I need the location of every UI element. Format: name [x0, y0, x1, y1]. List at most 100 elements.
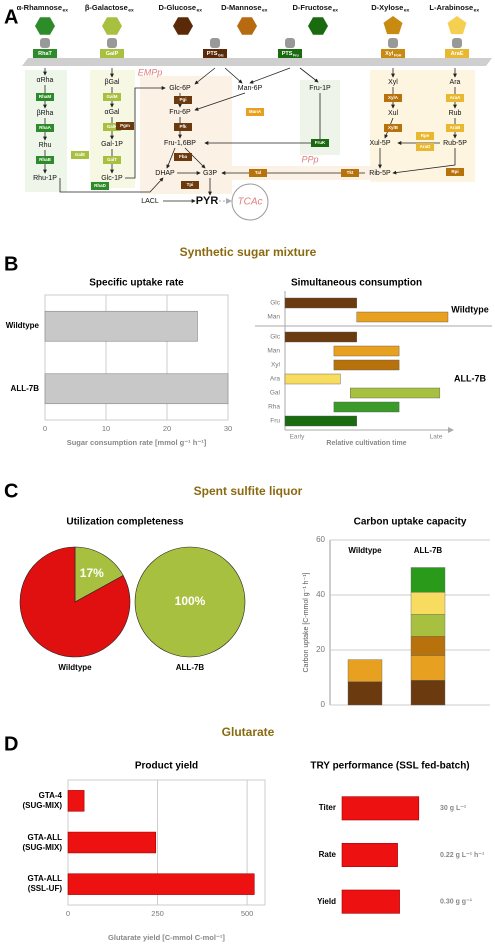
- x-tick-label: 250: [151, 909, 164, 918]
- metabolite: Fru-6P: [169, 109, 191, 116]
- x-axis-title: Relative cultivation time: [326, 440, 406, 447]
- enzyme-box: [416, 143, 434, 151]
- sugar-icon: [102, 17, 122, 35]
- enzyme-box: [446, 168, 464, 176]
- category-label: GTA-ALL (SSL-UF): [27, 874, 62, 894]
- bar-segment: [410, 680, 446, 706]
- enzyme: RhaA: [39, 125, 52, 130]
- arrow: [392, 148, 456, 175]
- enzyme-box: [116, 122, 134, 130]
- metabolite: βGal: [105, 79, 120, 86]
- arrow: [194, 67, 216, 85]
- x-axis-title: Glutarate yield [C-mmol C-mol⁻¹]: [108, 933, 225, 942]
- row-label: Rha: [268, 404, 280, 411]
- metabolite: Rhu-1P: [33, 175, 57, 182]
- bar: [341, 843, 398, 867]
- bar: [333, 359, 400, 371]
- bar: [284, 331, 357, 343]
- arrow: [59, 177, 164, 193]
- arrow: [166, 147, 176, 169]
- value-label: 100%: [175, 594, 206, 608]
- x-tick-label: 30: [224, 424, 232, 433]
- bar-segment: [410, 636, 446, 656]
- substrate-name-subscript: ex: [63, 8, 69, 13]
- chart-title: Carbon uptake capacity: [354, 517, 467, 528]
- section-title: Synthetic sugar mixture: [180, 245, 317, 259]
- bar-segment: [410, 614, 446, 637]
- metabolite: Xyl: [388, 79, 398, 86]
- row-label: Fru: [270, 418, 280, 425]
- transporter-label-subscript: Glc: [218, 53, 224, 57]
- pie-slice: [74, 546, 124, 603]
- transporter-label: PTS: [282, 51, 293, 57]
- bar: [284, 415, 357, 427]
- enzyme: Fba: [179, 154, 187, 159]
- panel-letter: C: [4, 480, 18, 502]
- arrow: [125, 86, 166, 179]
- enzyme-box: [103, 156, 121, 164]
- value-label: 0.30 g g⁻¹: [440, 899, 473, 906]
- row-label: Gal: [270, 390, 281, 397]
- membrane: [22, 58, 492, 66]
- enzyme: XylB: [388, 125, 399, 130]
- enzyme: GalT: [107, 157, 117, 162]
- pathway-label: PPp: [301, 154, 318, 164]
- y-tick-label: 40: [316, 590, 325, 599]
- transporter-cylinder: [107, 38, 117, 48]
- bar: [44, 310, 198, 342]
- x-tick-label: 20: [163, 424, 171, 433]
- enzyme-box: [91, 182, 109, 190]
- transporter-label: RhaT: [38, 51, 52, 57]
- y-tick-label: 20: [316, 645, 325, 654]
- metabolite: Ara: [450, 79, 461, 86]
- enzyme: RhaM: [39, 94, 52, 99]
- bar: [333, 345, 400, 357]
- enzyme-box: [36, 93, 54, 101]
- bar: [341, 889, 400, 914]
- enzyme-box: [174, 96, 192, 104]
- value-label: 30 g L⁻¹: [440, 805, 467, 812]
- transporter-cylinder: [285, 38, 295, 48]
- section-title: Spent sulfite liquor: [194, 484, 303, 498]
- metabolite: Fru-1P: [309, 85, 331, 92]
- enzyme-box: [446, 94, 464, 102]
- arrow: [299, 67, 319, 83]
- transporter-cylinder: [40, 38, 50, 48]
- sugar-icon: [237, 17, 257, 35]
- substrate-name-subscript: ex: [474, 8, 480, 13]
- category-label: Titer: [318, 803, 336, 813]
- metabolite: Rub: [449, 110, 462, 117]
- chart-title: Simultaneous consumption: [291, 278, 422, 289]
- bar-segment: [410, 567, 446, 593]
- substrate-name: D-Fructose: [293, 3, 333, 12]
- transporter: [445, 49, 469, 58]
- substrate-name-subscript: ex: [128, 8, 134, 13]
- x-tick-label: 0: [66, 909, 70, 918]
- enzyme-box: [384, 124, 402, 132]
- enzyme: FruK: [315, 140, 326, 145]
- enzyme-box: [71, 151, 89, 159]
- enzyme: Pgm: [120, 123, 130, 128]
- axis-end-label: Early: [290, 434, 306, 441]
- y-tick-label: 0: [321, 700, 326, 709]
- enzyme-box: [36, 156, 54, 164]
- sugar-icon: [173, 17, 193, 35]
- transporter-label: GalP: [106, 51, 119, 57]
- row-label: Man: [267, 348, 280, 355]
- metabolite: Xul-5P: [369, 140, 390, 147]
- enzyme-box: [103, 123, 121, 131]
- category-label: GTA-ALL (SUG-MIX): [22, 832, 62, 852]
- enzyme-box: [103, 93, 121, 101]
- chart-title: TRY performance (SSL fed-batch): [310, 761, 469, 772]
- bar: [67, 790, 85, 812]
- value-label: 17%: [80, 566, 104, 580]
- enzyme-box: [174, 153, 192, 161]
- x-tick-label: 10: [102, 424, 110, 433]
- enzyme-box: [341, 169, 359, 177]
- category-label: Yield: [317, 896, 336, 906]
- enzyme: Pfk: [179, 124, 187, 129]
- metabolite: Rib-5P: [369, 170, 391, 177]
- bar-segment: [410, 592, 446, 615]
- metabolite: Gal-1P: [101, 141, 123, 148]
